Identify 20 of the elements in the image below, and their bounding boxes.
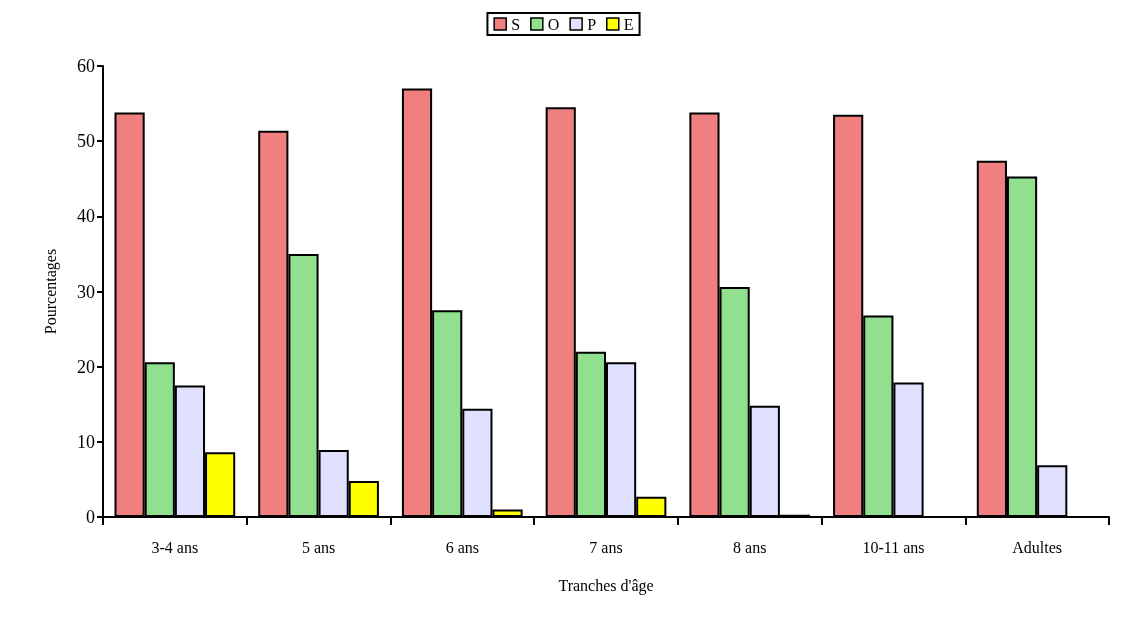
y-tick-label: 10 [77, 431, 95, 452]
x-tick-label: 6 ans [445, 538, 479, 556]
legend-label: E [623, 15, 634, 33]
y-tick-label: 0 [86, 507, 95, 527]
y-tick-label: 30 [77, 281, 95, 302]
x-tick-label: Adultes [1012, 538, 1063, 556]
x-tick-label: 5 ans [301, 538, 336, 556]
y-tick-label: 20 [77, 356, 95, 377]
x-axis-title: Tranches d'âge [558, 576, 654, 595]
x-tick-label: 8 ans [733, 538, 767, 556]
x-tick-label: 10-11 ans [862, 538, 925, 556]
x-tick-label: 3-4 ans [151, 538, 199, 556]
y-tick-label: 60 [77, 56, 95, 76]
y-tick-label: 40 [77, 206, 95, 227]
y-tick-label: 50 [77, 131, 95, 152]
legend-label: P [587, 15, 597, 33]
y-axis-title: Pourcentages [41, 248, 60, 335]
legend-label: O [547, 15, 560, 33]
x-tick-label: 7 ans [589, 538, 623, 556]
legend-label: S [511, 15, 521, 33]
